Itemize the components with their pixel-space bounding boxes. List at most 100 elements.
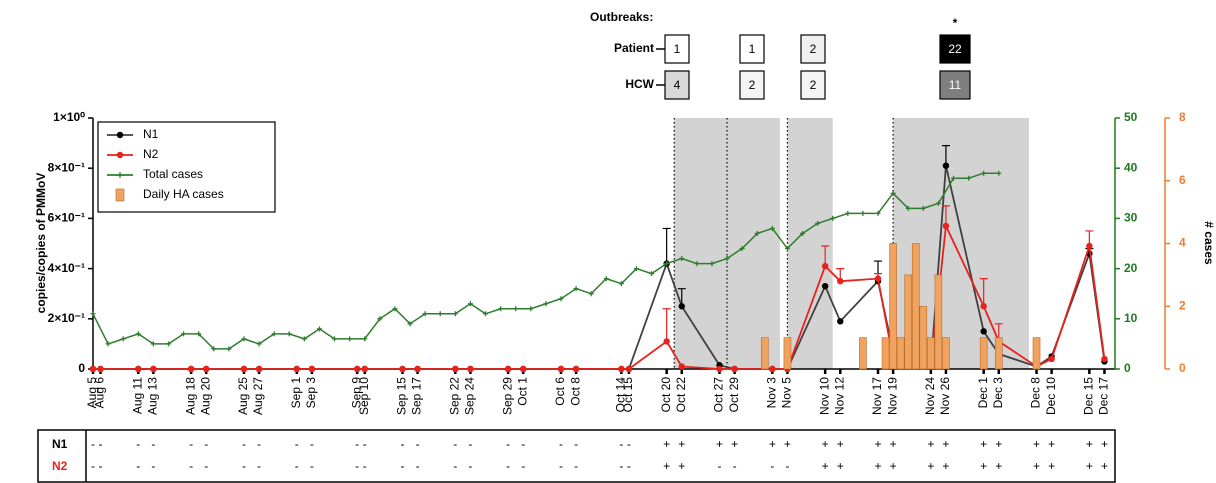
case-marker [603, 276, 609, 282]
sample-point [89, 365, 97, 373]
ha-case-bar [942, 337, 950, 370]
sample-point [942, 222, 950, 230]
case-marker [165, 341, 171, 347]
sample-point [980, 303, 987, 310]
outbreak-count: 2 [810, 42, 817, 56]
outbreak-period [787, 118, 833, 369]
detection-label: N2 [52, 459, 68, 473]
detection-result: + [1048, 437, 1055, 451]
detection-result: - [151, 459, 155, 473]
x-tick-label: Oct 15 [621, 377, 635, 413]
case-marker [316, 326, 322, 332]
case-marker [362, 336, 368, 342]
detection-result: - [468, 437, 472, 451]
sample-point [1101, 355, 1108, 363]
legend-label: Daily HA cases [143, 187, 224, 201]
detection-result: - [619, 437, 623, 451]
detection-result: + [1033, 459, 1040, 473]
y2-tick-label: 20 [1124, 261, 1138, 275]
sample-point [678, 303, 685, 310]
sample-point [399, 365, 406, 373]
detection-result: + [927, 459, 934, 473]
case-marker [996, 170, 1002, 176]
x-tick-label: Dec 15 [1082, 377, 1096, 415]
outbreak-box [800, 34, 826, 64]
detection-result: - [257, 459, 261, 473]
x-tick-label: Dec 1 [976, 377, 990, 409]
detection-result: - [574, 437, 578, 451]
sample-point [361, 365, 368, 373]
x-tick-label: Oct 14 [614, 377, 628, 413]
detection-result: + [874, 459, 881, 473]
outbreak-box [664, 70, 690, 100]
y-tick-label: 8×10⁻¹ [48, 160, 85, 174]
y3-tick-label: 0 [1179, 361, 1186, 375]
detection-result: - [257, 437, 261, 451]
y2-tick-label: 0 [1124, 361, 1131, 375]
detection-result: - [574, 459, 578, 473]
x-tick-label: Sep 17 [410, 377, 424, 415]
detection-result: + [769, 437, 776, 451]
ha-case-bar [1032, 337, 1041, 370]
ha-case-bar [911, 243, 920, 370]
y-tick-label: 2×10⁻¹ [48, 311, 85, 325]
sample-point [572, 365, 580, 373]
sample-point [874, 275, 882, 282]
x-tick-label: Sep 22 [447, 377, 461, 415]
x-tick-label: Dec 17 [1097, 377, 1111, 415]
detection-result: - [627, 437, 631, 451]
x-tick-label: Sep 29 [500, 377, 514, 415]
x-tick-label: Nov 24 [923, 377, 937, 415]
legend-box [97, 121, 276, 213]
error-bar [979, 278, 988, 307]
case-marker [800, 230, 806, 236]
error-bar [821, 245, 830, 267]
detection-result: - [521, 437, 525, 451]
case-marker [196, 331, 202, 337]
x-tick-label: Oct 29 [727, 377, 741, 413]
x-tick-label: Dec 8 [1029, 377, 1043, 409]
detection-result: - [242, 459, 246, 473]
x-tick-label: Sep 1 [289, 377, 303, 409]
error-bar [662, 227, 671, 264]
y3-tick-label: 4 [1179, 236, 1186, 250]
sample-point [504, 365, 512, 373]
detection-result: - [416, 459, 420, 473]
y-tick-label: 4×10⁻¹ [48, 261, 85, 275]
detection-result: + [1101, 437, 1108, 451]
detection-result: - [310, 459, 314, 473]
outbreak-box [739, 34, 765, 64]
case-marker [483, 311, 489, 317]
detection-result: - [770, 459, 774, 473]
ha-case-bar [859, 337, 867, 370]
outbreak-note: * [953, 16, 958, 30]
detection-result: + [1086, 437, 1093, 451]
detection-result: - [521, 459, 525, 473]
sample-point [663, 338, 670, 345]
x-tick-label: Aug 13 [146, 377, 160, 415]
y2-tick-label: 50 [1124, 110, 1138, 124]
outbreak-box [739, 70, 765, 100]
x-tick-label: Oct 6 [553, 377, 567, 406]
case-marker [452, 311, 458, 317]
x-tick-label: Aug 18 [183, 377, 197, 415]
x-tick-label: Sep 10 [357, 377, 371, 415]
case-marker [422, 311, 428, 317]
detection-result: + [1048, 459, 1055, 473]
detection-result: - [242, 437, 246, 451]
detection-result: - [295, 437, 299, 451]
error-bar [941, 145, 950, 166]
detection-result: - [559, 437, 563, 451]
case-marker [815, 220, 821, 226]
x-tick-label: Sep 24 [463, 377, 477, 415]
detection-result: + [995, 459, 1002, 473]
case-marker [935, 200, 941, 206]
case-marker [875, 210, 881, 216]
case-marker [830, 215, 836, 221]
x-tick-label: Sep 9 [349, 377, 363, 409]
x-tick-label: Nov 3 [765, 377, 779, 409]
sample-point [353, 365, 361, 373]
outbreak-period [674, 118, 728, 369]
outbreak-period [727, 118, 780, 369]
sample-point [135, 365, 142, 373]
